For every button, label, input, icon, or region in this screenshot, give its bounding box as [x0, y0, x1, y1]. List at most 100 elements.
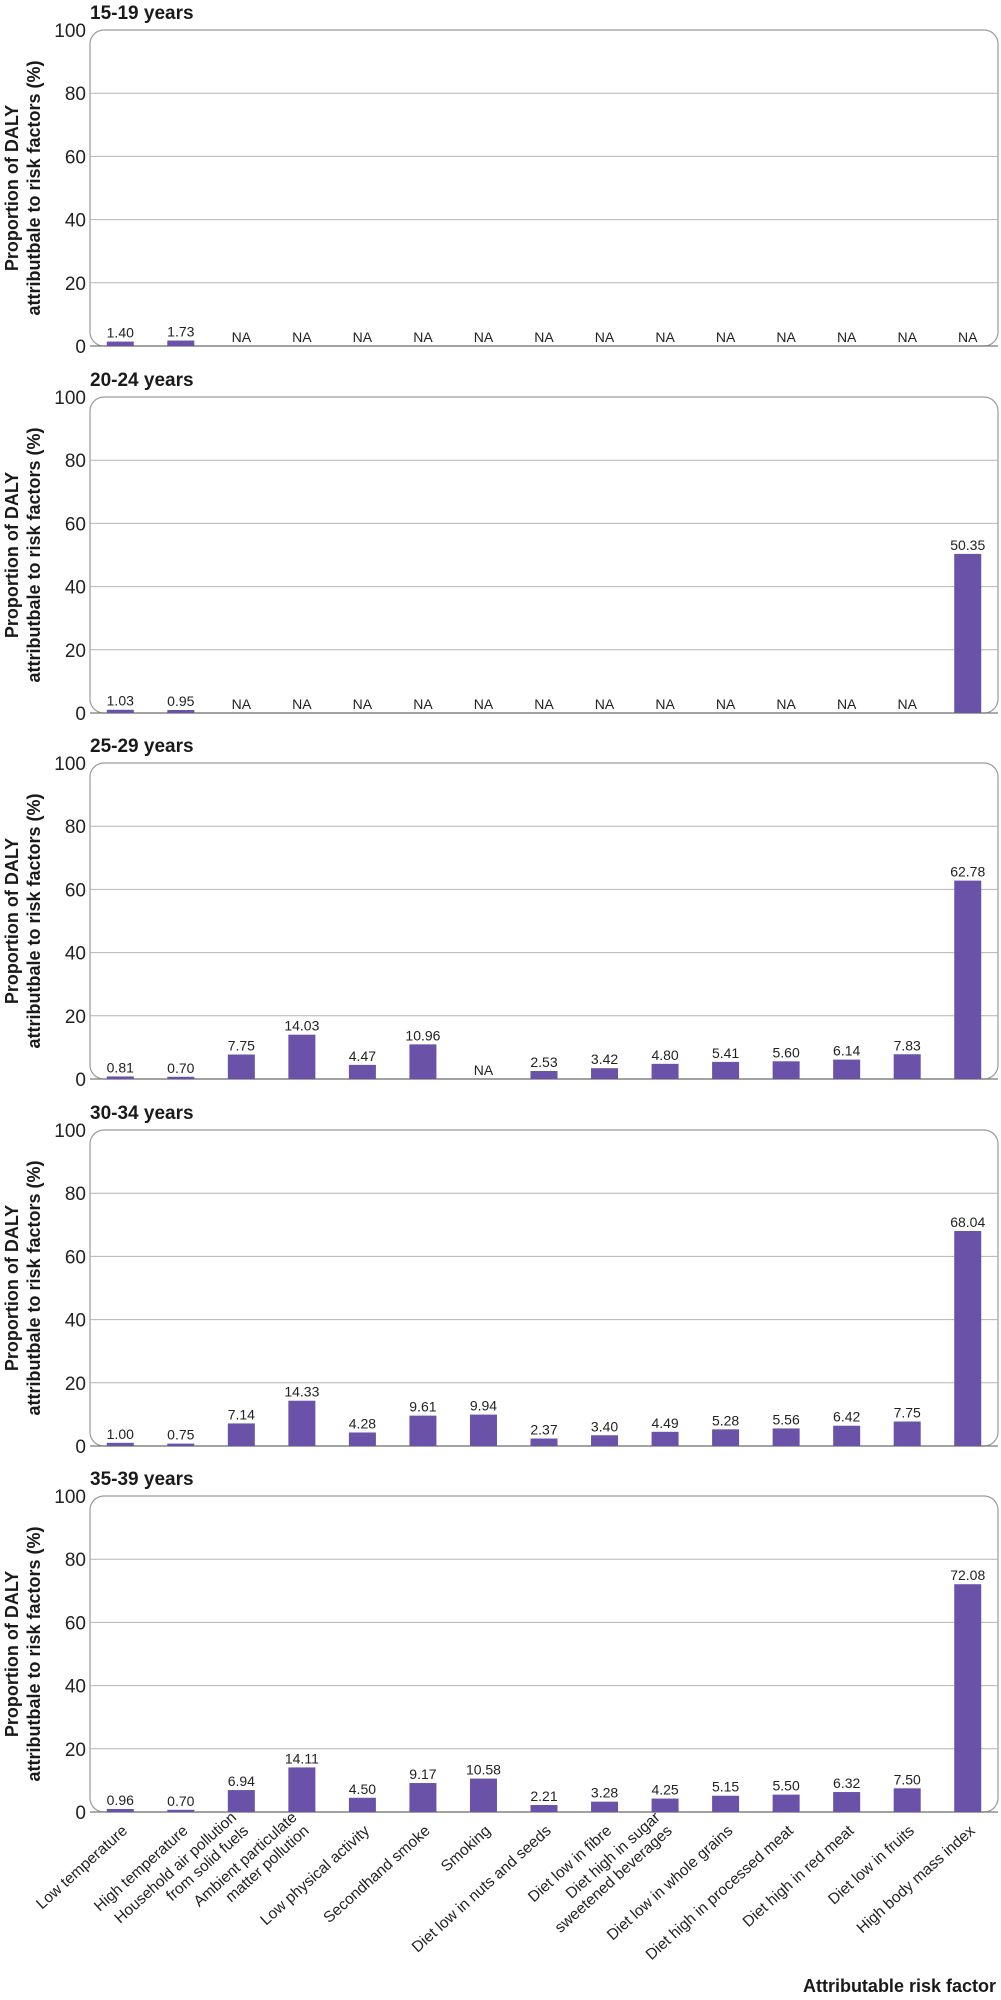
bar-value-label: NA — [958, 329, 978, 345]
y-tick-label: 40 — [65, 211, 86, 232]
bar-value-label: NA — [292, 696, 312, 712]
bar — [167, 1076, 195, 1079]
bar — [772, 1061, 800, 1079]
plot-frame — [89, 1129, 999, 1447]
bar-value-label: 7.75 — [894, 1405, 921, 1421]
bar-value-label: NA — [655, 696, 675, 712]
y-tick-label: 20 — [65, 1374, 86, 1395]
bar — [833, 1059, 861, 1079]
bar — [651, 1431, 679, 1446]
y-tick-label: 20 — [65, 1007, 86, 1028]
bar-value-label: 9.61 — [409, 1399, 436, 1415]
bar-value-label: 7.50 — [894, 1771, 921, 1787]
bar-value-label: 2.37 — [530, 1422, 557, 1438]
y-tick-label: 80 — [65, 817, 86, 838]
bar-value-label: 5.50 — [773, 1778, 800, 1794]
bar — [106, 1808, 134, 1812]
y-axis-label-line2: attributbale to risk factors (%) — [24, 1160, 44, 1415]
bar — [591, 1435, 619, 1446]
y-tick-label: 20 — [65, 274, 86, 295]
bar — [288, 1767, 316, 1812]
bar-value-label: 72.08 — [950, 1567, 985, 1583]
y-tick-label: 0 — [75, 337, 86, 358]
bar-value-label: 1.73 — [167, 324, 194, 340]
plot-frame — [89, 396, 999, 714]
bar — [469, 1414, 497, 1446]
x-axis-label: Attributable risk factor — [803, 1976, 996, 1996]
y-tick-label: 0 — [75, 1437, 86, 1458]
bar-value-label: 6.94 — [228, 1773, 255, 1789]
bar — [348, 1064, 376, 1079]
y-tick-label: 80 — [65, 1184, 86, 1205]
bar-value-label: 3.28 — [591, 1785, 618, 1801]
y-tick-label: 60 — [65, 1247, 86, 1268]
bar-value-label: 0.81 — [107, 1059, 134, 1075]
bar-value-label: NA — [716, 696, 736, 712]
bar — [954, 1230, 982, 1446]
bar — [893, 1421, 921, 1446]
bar — [893, 1054, 921, 1079]
bar-value-label: NA — [474, 329, 494, 345]
bar-value-label: NA — [534, 329, 554, 345]
bar — [106, 1442, 134, 1446]
bar — [288, 1400, 316, 1446]
x-tick-label: High body mass index — [854, 1822, 979, 1937]
bar — [106, 709, 134, 713]
bar-value-label: 0.70 — [167, 1793, 194, 1809]
bar-value-label: 9.17 — [409, 1766, 436, 1782]
panel-20-24-years: 20-24 years Proportion of DALY attributbal… — [2, 370, 999, 725]
bar-value-label: NA — [413, 696, 433, 712]
y-tick-label: 100 — [54, 1487, 86, 1508]
bar — [167, 340, 195, 346]
bar-value-label: NA — [474, 1062, 494, 1078]
bar-value-label: 4.28 — [349, 1415, 376, 1431]
bar-value-label: 0.75 — [167, 1427, 194, 1443]
y-axis-label-line1: Proportion of DALY — [2, 1205, 22, 1371]
bar-value-label: 14.33 — [284, 1384, 319, 1400]
bar-value-label: NA — [413, 329, 433, 345]
panel-25-29-years: 25-29 years Proportion of DALY attributbal… — [2, 736, 999, 1091]
y-tick-label: 80 — [65, 451, 86, 472]
bar-value-label: NA — [776, 329, 796, 345]
bar — [591, 1068, 619, 1079]
bar-value-label: 4.50 — [349, 1781, 376, 1797]
bar-value-label: 1.03 — [107, 693, 134, 709]
bar-value-label: 2.53 — [530, 1054, 557, 1070]
x-tick-label: sweetened beverages — [552, 1822, 676, 1936]
bar — [409, 1415, 437, 1446]
y-tick-label: 100 — [54, 21, 86, 42]
y-axis-label-line2: attributbale to risk factors (%) — [24, 793, 44, 1048]
bar-value-label: NA — [474, 696, 494, 712]
panel-title: 25-29 years — [90, 736, 194, 757]
bar-value-label: 5.15 — [712, 1779, 739, 1795]
bar — [227, 1423, 255, 1446]
bar — [167, 709, 195, 713]
bar-value-label: 5.60 — [773, 1044, 800, 1060]
y-tick-label: 40 — [65, 1311, 86, 1332]
bar-value-label: NA — [655, 329, 675, 345]
bar-value-label: NA — [776, 696, 796, 712]
bar-value-label: NA — [595, 329, 615, 345]
bar-value-label: 10.58 — [466, 1762, 501, 1778]
y-tick-label: 20 — [65, 1740, 86, 1761]
panel-35-39-years: 35-39 years Proportion of DALY attributbal… — [2, 1469, 999, 1824]
bar — [348, 1432, 376, 1446]
y-axis-label-line1: Proportion of DALY — [2, 472, 22, 638]
bar — [469, 1778, 497, 1812]
y-tick-label: 60 — [65, 880, 86, 901]
bar — [712, 1429, 740, 1446]
bar-value-label: 6.32 — [833, 1775, 860, 1791]
y-axis-label-line1: Proportion of DALY — [2, 1571, 22, 1737]
y-tick-label: 40 — [65, 578, 86, 599]
bar — [772, 1794, 800, 1812]
y-tick-label: 20 — [65, 641, 86, 662]
bar-value-label: 0.96 — [107, 1792, 134, 1808]
bar-value-label: NA — [232, 696, 252, 712]
bar — [651, 1063, 679, 1079]
bar — [530, 1805, 558, 1812]
y-tick-label: 100 — [54, 388, 86, 409]
y-tick-label: 0 — [75, 704, 86, 725]
panel-title: 20-24 years — [90, 370, 194, 391]
y-tick-label: 40 — [65, 944, 86, 965]
